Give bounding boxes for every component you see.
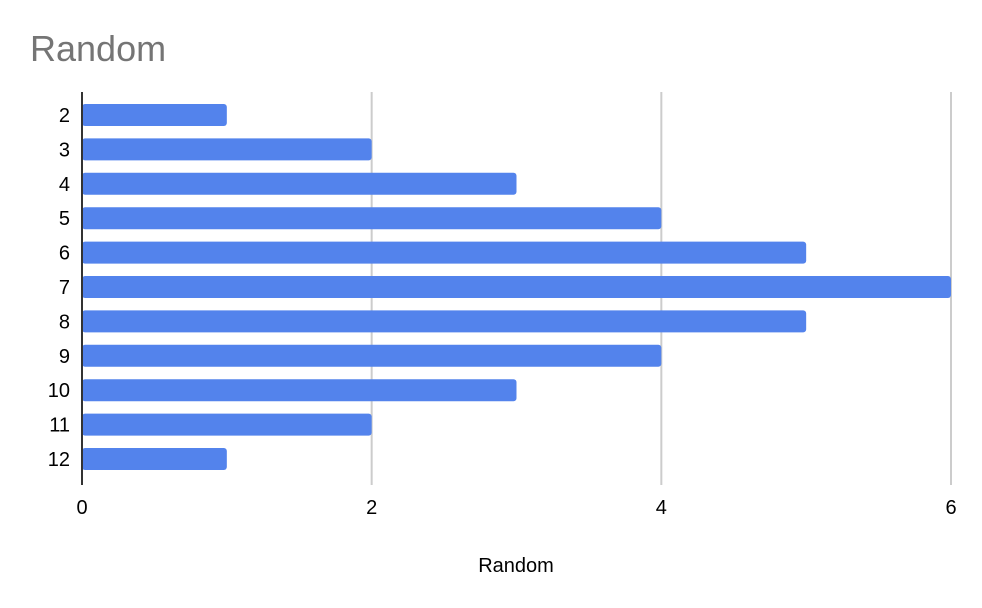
bar-12 (82, 448, 227, 470)
y-tick-label: 8 (59, 311, 70, 333)
y-tick-label: 2 (59, 105, 70, 127)
chart-title: Random (30, 28, 167, 69)
y-tick-label: 12 (48, 449, 70, 471)
y-tick-label: 3 (59, 139, 70, 161)
bar-9 (82, 344, 662, 367)
y-tick-label: 4 (59, 174, 70, 196)
y-tick-label: 10 (48, 380, 70, 402)
bar-2 (82, 104, 227, 126)
bar-7 (82, 276, 951, 298)
y-tick-label: 7 (59, 277, 70, 299)
bars (82, 104, 951, 470)
x-tick-label: 6 (945, 497, 956, 519)
tick-labels: 0 2 4 6 2 3 4 5 6 7 8 9 10 11 12 (48, 105, 957, 519)
y-tick-label: 9 (59, 346, 70, 368)
bar-3 (82, 138, 372, 161)
bar-11 (82, 413, 372, 436)
bar-8 (82, 310, 807, 333)
bar-5 (82, 207, 662, 230)
x-axis-title: Random (478, 555, 554, 577)
bar-4 (82, 172, 517, 195)
y-tick-label: 5 (59, 208, 70, 230)
bar-10 (82, 379, 517, 402)
x-tick-label: 0 (76, 497, 87, 519)
y-tick-label: 6 (59, 243, 70, 265)
x-tick-label: 4 (656, 497, 667, 519)
y-tick-label: 11 (49, 415, 70, 437)
bar-6 (82, 241, 807, 264)
x-tick-label: 2 (366, 497, 377, 519)
